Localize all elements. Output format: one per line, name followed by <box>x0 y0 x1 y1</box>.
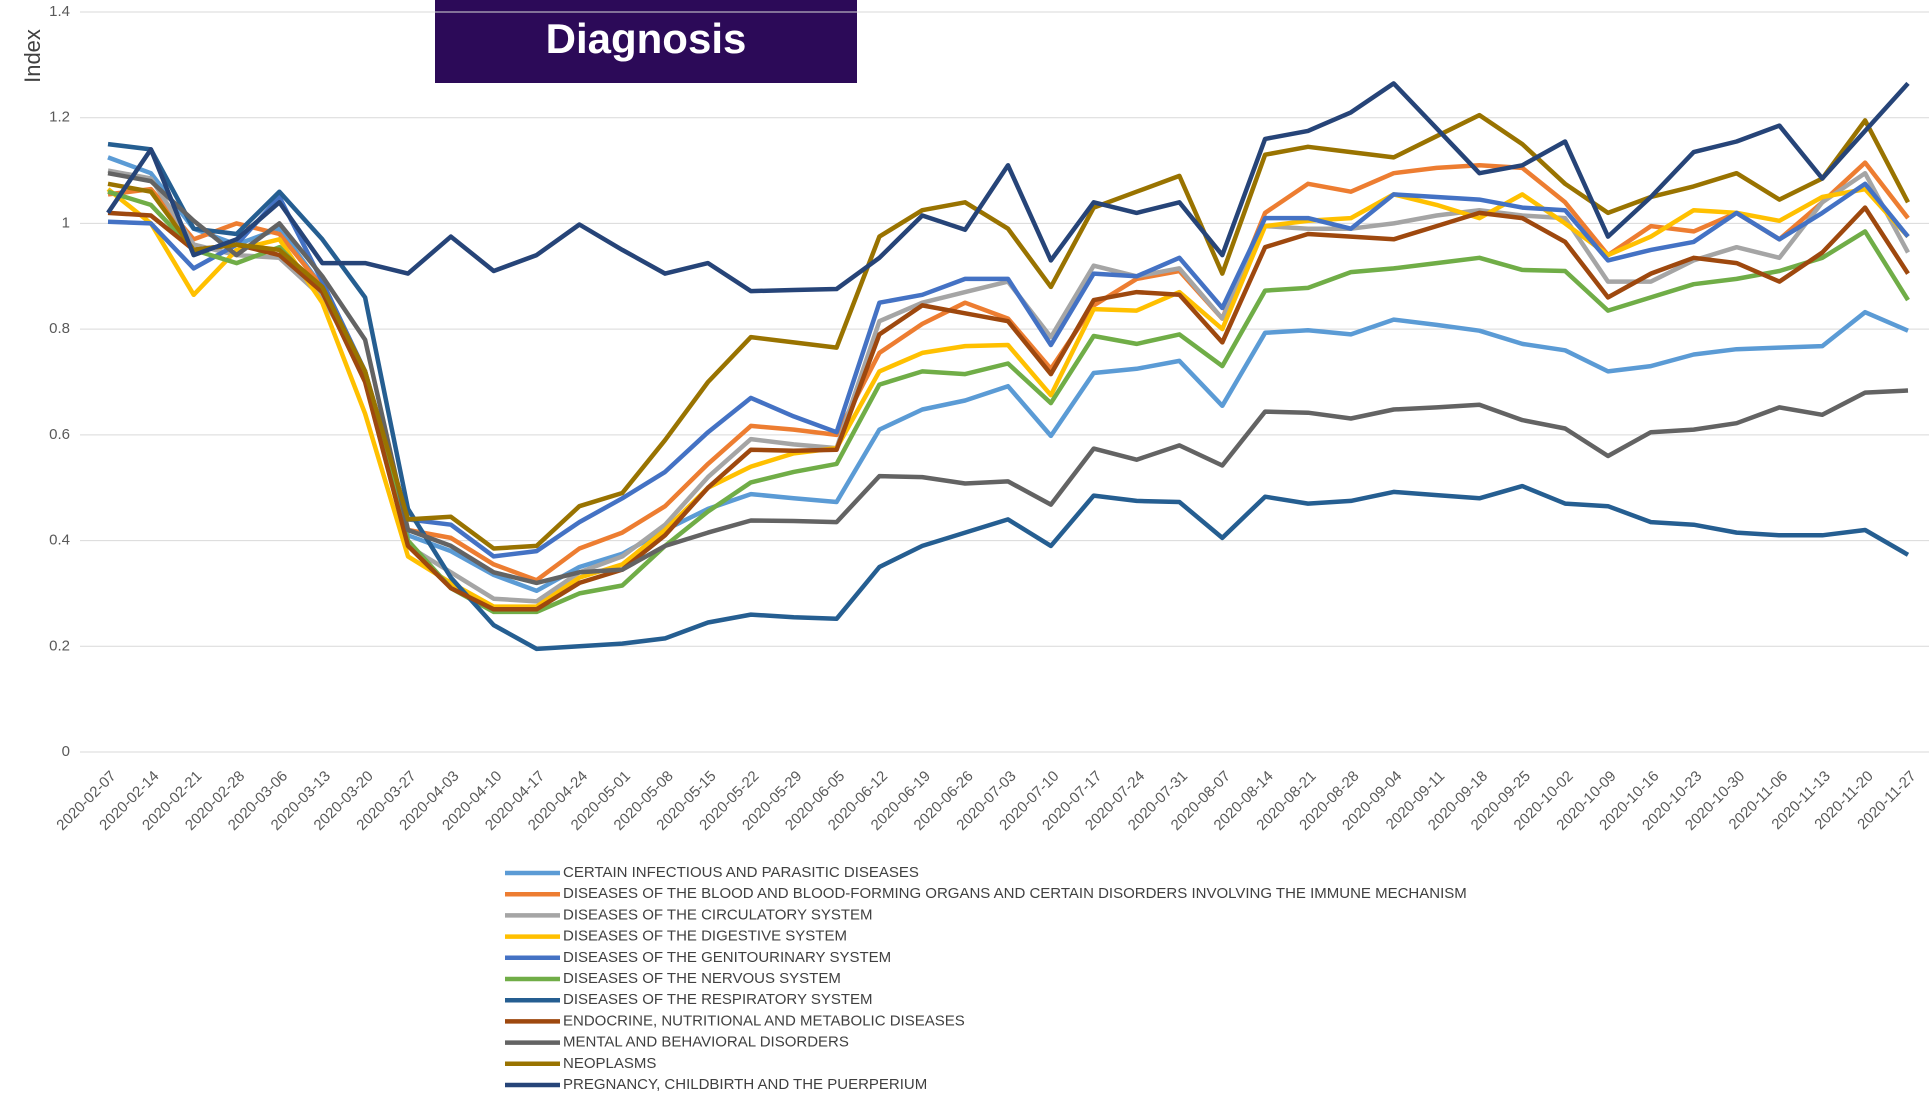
data-line <box>106 186 1910 609</box>
data-line <box>107 112 1910 551</box>
data-line <box>107 141 1910 652</box>
legend-label: DISEASES OF THE RESPIRATORY SYSTEM <box>563 991 873 1008</box>
legend-label: CERTAIN INFECTIOUS AND PARASITIC DISEASE… <box>563 864 919 881</box>
legend-label: DISEASES OF THE CIRCULATORY SYSTEM <box>563 906 873 923</box>
y-tick-label: 0.6 <box>49 426 70 443</box>
title-box <box>435 0 857 83</box>
y-tick-label: 0.2 <box>49 637 70 654</box>
legend-label: DISEASES OF THE NERVOUS SYSTEM <box>563 970 841 987</box>
y-tick-label: 0.4 <box>49 532 70 549</box>
y-tick-label: 0 <box>62 743 70 760</box>
y-tick-label: 1.4 <box>49 3 70 20</box>
legend-label: MENTAL AND BEHAVIORAL DISORDERS <box>563 1034 849 1051</box>
y-tick-label: 0.8 <box>49 320 70 337</box>
y-axis-label: Index <box>20 29 45 83</box>
legend-label: DISEASES OF THE BLOOD AND BLOOD-FORMING … <box>563 885 1467 902</box>
legend-label: NEOPLASMS <box>563 1055 656 1072</box>
data-line <box>107 155 1909 594</box>
data-line <box>106 81 1910 294</box>
chart-title: Diagnosis <box>546 15 747 62</box>
legend-label: ENDOCRINE, NUTRITIONAL AND METABOLIC DIS… <box>563 1012 965 1029</box>
legend-label: PREGNANCY, CHILDBIRTH AND THE PUERPERIUM <box>563 1076 927 1093</box>
data-line <box>107 205 1910 612</box>
legend-label: DISEASES OF THE GENITOURINARY SYSTEM <box>563 949 891 966</box>
data-line <box>107 170 1909 586</box>
y-tick-label: 1 <box>62 214 70 231</box>
legend-label: DISEASES OF THE DIGESTIVE SYSTEM <box>563 928 847 945</box>
y-tick-label: 1.2 <box>49 109 70 126</box>
